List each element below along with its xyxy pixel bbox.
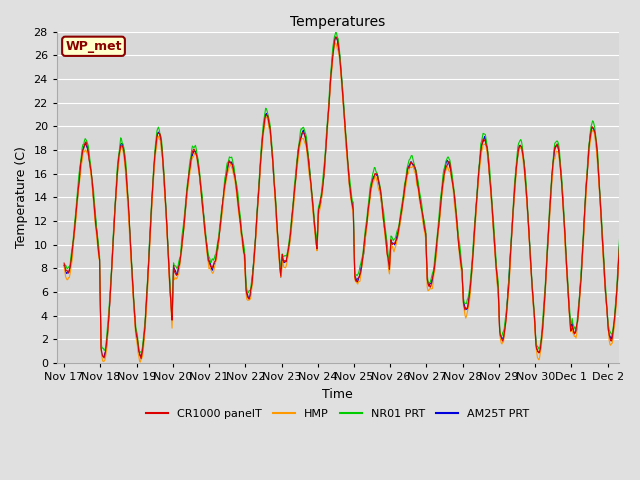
Text: WP_met: WP_met (65, 40, 122, 53)
X-axis label: Time: Time (323, 388, 353, 401)
CR1000 panelT (415, 190, 423, 195)
HMP (136, 359, 144, 365)
HMP (415, 193, 423, 199)
NR01 PRT (415, 185, 423, 191)
HMP (332, 40, 339, 46)
Line: AM25T PRT: AM25T PRT (64, 37, 640, 357)
HMP (236, 214, 243, 220)
NR01 PRT (136, 349, 144, 355)
CR1000 panelT (60, 260, 68, 266)
NR01 PRT (286, 233, 294, 239)
Y-axis label: Temperature (C): Temperature (C) (15, 146, 28, 248)
AM25T PRT (447, 171, 455, 177)
Line: CR1000 panelT: CR1000 panelT (64, 37, 640, 359)
AM25T PRT (137, 354, 145, 360)
Legend: CR1000 panelT, HMP, NR01 PRT, AM25T PRT: CR1000 panelT, HMP, NR01 PRT, AM25T PRT (141, 405, 534, 424)
CR1000 panelT (236, 211, 243, 216)
CR1000 panelT (639, 312, 640, 318)
Title: Temperatures: Temperatures (290, 15, 385, 29)
NR01 PRT (639, 306, 640, 312)
AM25T PRT (332, 35, 339, 40)
CR1000 panelT (332, 34, 340, 40)
HMP (128, 276, 136, 282)
Line: NR01 PRT: NR01 PRT (64, 32, 640, 352)
AM25T PRT (415, 187, 423, 193)
CR1000 panelT (264, 113, 272, 119)
AM25T PRT (264, 116, 272, 122)
NR01 PRT (447, 167, 455, 172)
NR01 PRT (236, 205, 243, 211)
CR1000 panelT (137, 356, 145, 361)
AM25T PRT (236, 209, 243, 215)
Line: HMP: HMP (64, 43, 640, 362)
AM25T PRT (639, 312, 640, 318)
CR1000 panelT (447, 173, 455, 179)
NR01 PRT (128, 266, 136, 272)
AM25T PRT (60, 263, 68, 268)
HMP (264, 117, 272, 123)
HMP (447, 176, 455, 181)
NR01 PRT (60, 262, 68, 268)
NR01 PRT (264, 112, 272, 118)
NR01 PRT (332, 29, 340, 35)
HMP (639, 318, 640, 324)
CR1000 panelT (128, 270, 136, 276)
HMP (60, 264, 68, 270)
AM25T PRT (128, 271, 136, 277)
AM25T PRT (286, 238, 294, 244)
CR1000 panelT (286, 236, 294, 242)
HMP (286, 241, 294, 247)
